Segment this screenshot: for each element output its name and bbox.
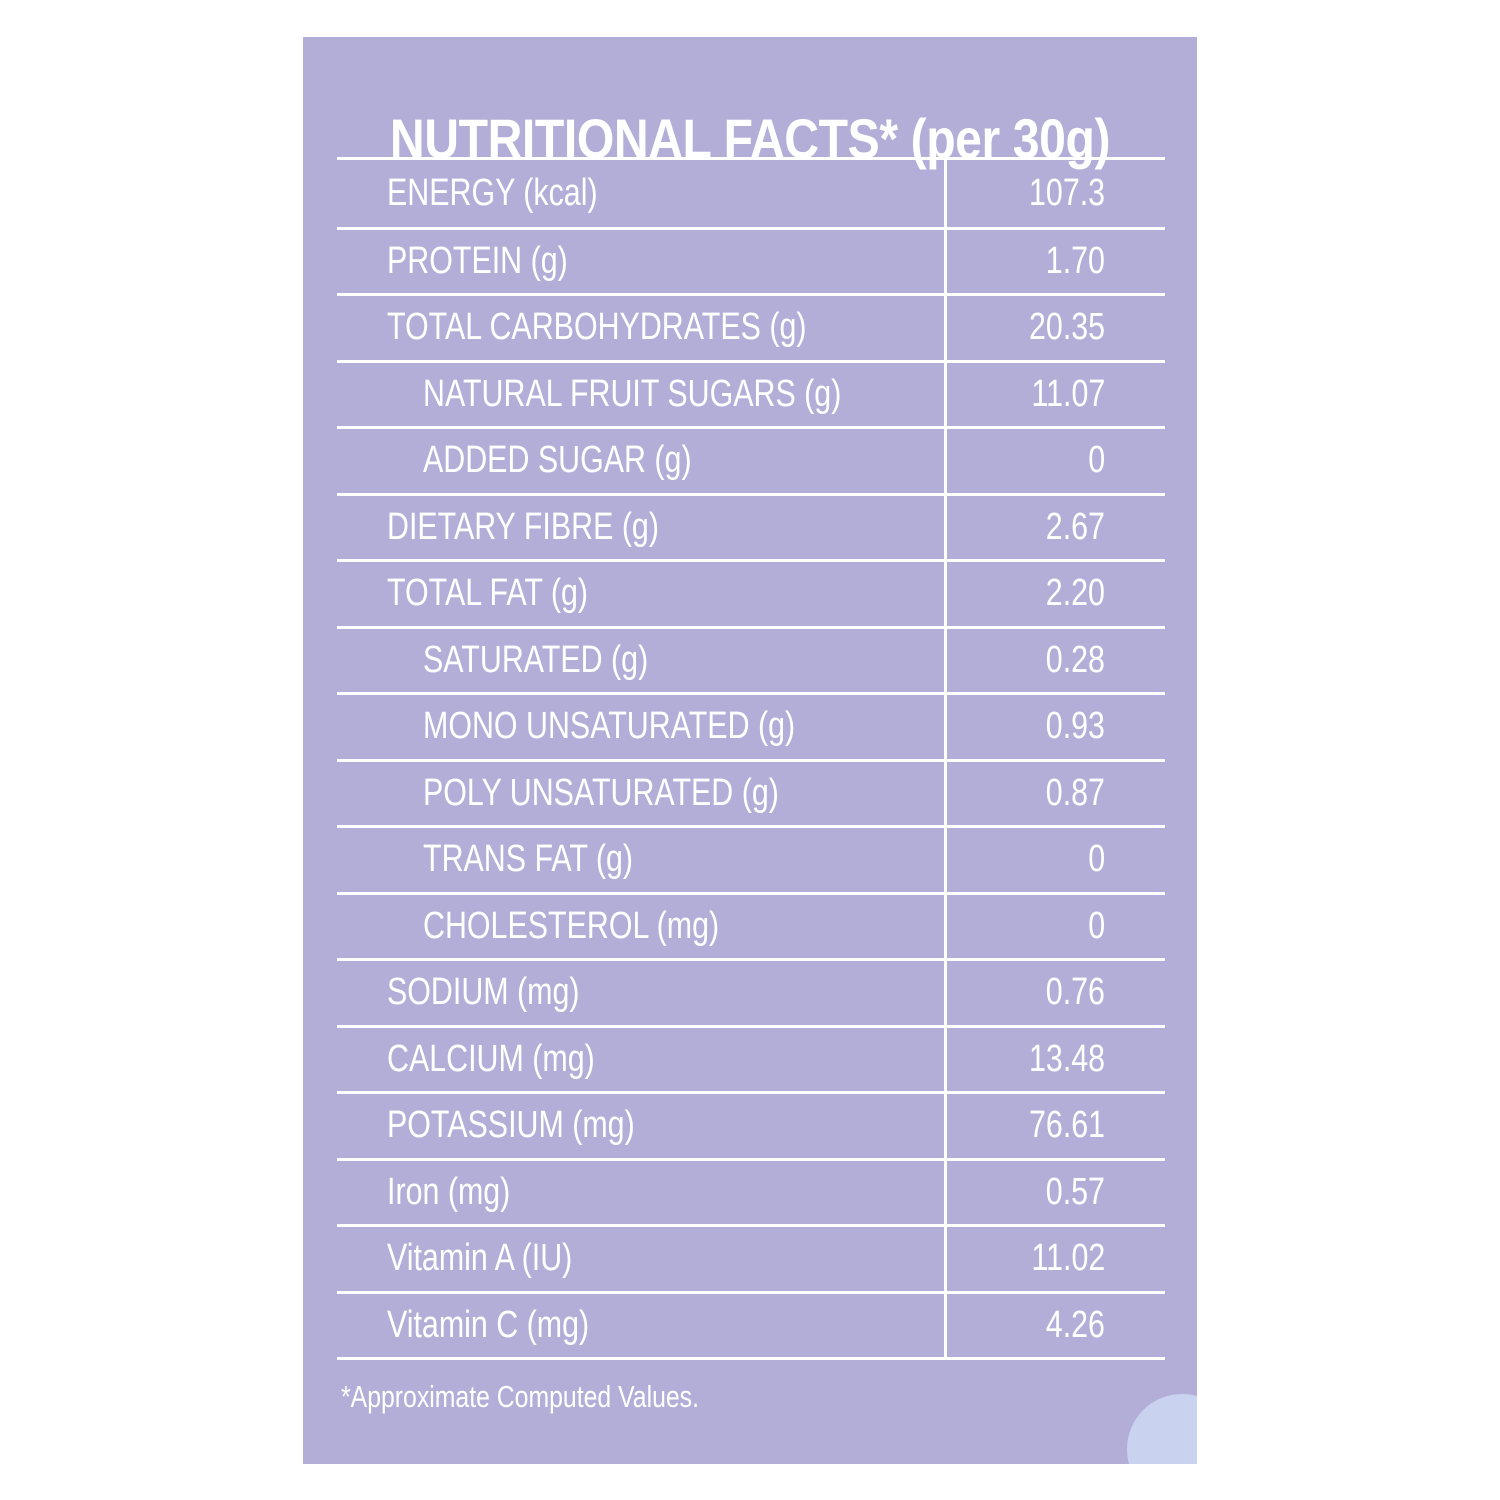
nutrient-value: 0.28: [1045, 638, 1105, 681]
nutrient-label: ENERGY (kcal): [387, 171, 598, 214]
nutrient-value: 0: [1088, 439, 1105, 482]
nutrient-label: POLY UNSATURATED (g): [423, 771, 779, 814]
nutrient-label: NATURAL FRUIT SUGARS (g): [423, 372, 842, 415]
nutrient-value: 1.70: [1045, 239, 1105, 282]
table-row: SATURATED (g) 0.28: [337, 625, 1165, 693]
nutrient-value: 0.93: [1045, 705, 1105, 748]
table-row: PROTEIN (g) 1.70: [337, 226, 1165, 294]
table-row: TOTAL CARBOHYDRATES (g) 20.35: [337, 293, 1165, 360]
nutrient-label: TRANS FAT (g): [423, 838, 634, 881]
footnote: *Approximate Computed Values.: [341, 1379, 699, 1414]
table-row: SODIUM (mg) 0.76: [337, 958, 1165, 1025]
nutrient-value: 76.61: [1028, 1104, 1105, 1147]
nutrient-label: SATURATED (g): [423, 638, 649, 681]
nutrient-value: 0: [1088, 838, 1105, 881]
nutrient-label: POTASSIUM (mg): [387, 1104, 635, 1147]
nutrient-value: 0.76: [1045, 971, 1105, 1014]
table-row: POLY UNSATURATED (g) 0.87: [337, 758, 1165, 826]
table-row: CALCIUM (mg) 13.48: [337, 1024, 1165, 1092]
table-row: DIETARY FIBRE (g) 2.67: [337, 492, 1165, 560]
table-row: MONO UNSATURATED (g) 0.93: [337, 692, 1165, 759]
nutrition-panel: NUTRITIONAL FACTS* (per 30g) ENERGY (kca…: [303, 37, 1197, 1464]
table-row: NATURAL FRUIT SUGARS (g) 11.07: [337, 359, 1165, 427]
nutrient-value: 13.48: [1028, 1037, 1105, 1080]
nutrient-value: 2.20: [1045, 572, 1105, 615]
table-row: Vitamin A (IU) 11.02: [337, 1224, 1165, 1291]
table-row: ADDED SUGAR (g) 0: [337, 426, 1165, 493]
nutrient-label: MONO UNSATURATED (g): [423, 705, 796, 748]
nutrient-value: 107.3: [1028, 171, 1105, 214]
nutrient-value: 4.26: [1045, 1303, 1105, 1346]
corner-decoration: [1127, 1394, 1197, 1464]
table-row: ENERGY (kcal) 107.3: [337, 160, 1165, 227]
nutrient-value: 11.02: [1031, 1237, 1105, 1280]
nutrition-table: ENERGY (kcal) 107.3 PROTEIN (g) 1.70 TOTAL C…: [337, 157, 1165, 1360]
table-row: POTASSIUM (mg) 76.61: [337, 1091, 1165, 1158]
nutrient-label: Vitamin C (mg): [387, 1303, 590, 1346]
nutrient-label: DIETARY FIBRE (g): [387, 505, 659, 548]
nutrient-value: 20.35: [1028, 306, 1105, 349]
nutrient-label: PROTEIN (g): [387, 239, 568, 282]
table-row: Vitamin C (mg) 4.26: [337, 1290, 1165, 1358]
nutrient-value: 0.57: [1045, 1170, 1105, 1213]
nutrient-label: ADDED SUGAR (g): [423, 439, 692, 482]
table-row: TOTAL FAT (g) 2.20: [337, 559, 1165, 626]
table-row: TRANS FAT (g) 0: [337, 825, 1165, 892]
nutrient-value: 0: [1088, 904, 1105, 947]
table-row: CHOLESTEROL (mg) 0: [337, 891, 1165, 959]
nutrient-label: CALCIUM (mg): [387, 1037, 595, 1080]
nutrient-label: Vitamin A (IU): [387, 1237, 573, 1280]
nutrient-label: TOTAL FAT (g): [387, 572, 589, 615]
table-row: Iron (mg) 0.57: [337, 1157, 1165, 1225]
nutrient-value: 2.67: [1045, 505, 1105, 548]
nutrient-label: TOTAL CARBOHYDRATES (g): [387, 306, 807, 349]
nutrient-label: CHOLESTEROL (mg): [423, 904, 720, 947]
nutrient-value: 11.07: [1031, 372, 1105, 415]
nutrient-value: 0.87: [1045, 771, 1105, 814]
nutrient-label: SODIUM (mg): [387, 971, 580, 1014]
nutrient-label: Iron (mg): [387, 1170, 511, 1213]
